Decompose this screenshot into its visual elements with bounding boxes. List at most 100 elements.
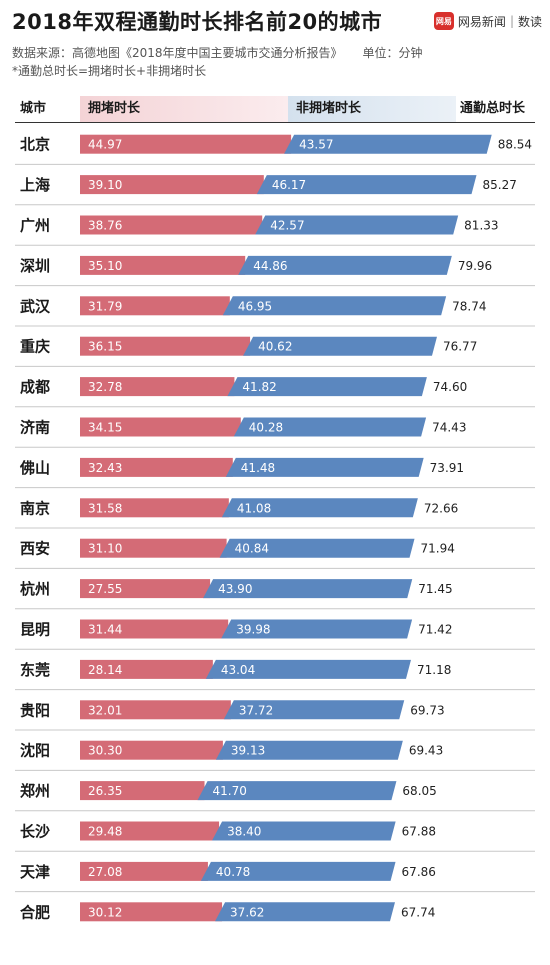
data-label-congested: 26.35 bbox=[88, 784, 122, 798]
data-label-free-flow: 37.72 bbox=[239, 703, 273, 717]
column-header-total: 通勤总时长 bbox=[460, 101, 526, 116]
bar-free-flow bbox=[200, 861, 396, 881]
data-label-total: 88.54 bbox=[498, 138, 532, 152]
header-rule bbox=[15, 122, 535, 123]
brand-sub: 数读 bbox=[517, 14, 542, 29]
data-label-congested: 31.44 bbox=[88, 623, 122, 637]
bar-free-flow bbox=[238, 255, 452, 275]
data-label-free-flow: 46.17 bbox=[272, 178, 306, 192]
bar-free-flow bbox=[227, 377, 427, 397]
bar-congested bbox=[80, 740, 223, 760]
source-text: 数据来源：高德地图《2018年度中国主要城市交通分析报告》 bbox=[12, 46, 343, 60]
category-label: 佛山 bbox=[19, 459, 50, 477]
data-label-free-flow: 37.62 bbox=[230, 905, 264, 919]
bar-congested bbox=[80, 821, 220, 841]
data-label-total: 72.66 bbox=[424, 501, 458, 515]
category-label: 武汉 bbox=[20, 297, 51, 315]
bar-free-flow bbox=[222, 296, 447, 316]
data-label-free-flow: 43.90 bbox=[218, 582, 252, 596]
bar-free-flow bbox=[284, 134, 492, 154]
data-label-congested: 35.10 bbox=[88, 259, 122, 273]
category-label: 北京 bbox=[20, 136, 50, 154]
category-label: 重庆 bbox=[20, 338, 50, 356]
data-label-free-flow: 43.57 bbox=[299, 138, 333, 152]
bar-free-flow bbox=[225, 457, 424, 477]
legend-free-flow: 非拥堵时长 bbox=[288, 96, 456, 122]
data-label-free-flow: 40.84 bbox=[235, 542, 269, 556]
data-label-congested: 27.08 bbox=[88, 865, 122, 879]
data-label-congested: 31.58 bbox=[88, 501, 122, 515]
category-label: 深圳 bbox=[20, 257, 50, 275]
bar-congested bbox=[80, 538, 227, 558]
bar-free-flow bbox=[255, 215, 459, 235]
bar-congested bbox=[80, 861, 208, 881]
data-label-total: 71.45 bbox=[418, 582, 452, 596]
data-label-free-flow: 46.95 bbox=[238, 299, 272, 313]
data-label-total: 71.18 bbox=[417, 663, 451, 677]
bar-free-flow bbox=[243, 336, 437, 356]
bar-free-flow bbox=[205, 659, 411, 679]
data-label-congested: 27.55 bbox=[88, 582, 122, 596]
data-label-congested: 31.79 bbox=[88, 299, 122, 313]
bar-free-flow bbox=[219, 538, 415, 558]
bar-congested bbox=[80, 175, 264, 195]
data-label-total: 76.77 bbox=[443, 340, 477, 354]
data-label-congested: 44.97 bbox=[88, 138, 122, 152]
data-label-congested: 39.10 bbox=[88, 178, 122, 192]
bar-free-flow bbox=[203, 579, 413, 599]
data-label-free-flow: 44.86 bbox=[253, 259, 287, 273]
data-label-total: 81.33 bbox=[464, 219, 498, 233]
data-label-total: 78.74 bbox=[452, 299, 486, 313]
chart-title: 2018年双程通勤时长排名前20的城市 bbox=[12, 10, 383, 34]
data-label-total: 74.43 bbox=[432, 421, 466, 435]
category-label: 南京 bbox=[20, 499, 50, 517]
data-label-free-flow: 42.57 bbox=[270, 219, 304, 233]
data-label-congested: 29.48 bbox=[88, 825, 122, 839]
bar-free-flow bbox=[212, 821, 396, 841]
data-label-free-flow: 40.62 bbox=[258, 340, 292, 354]
column-header-city: 城市 bbox=[20, 101, 47, 116]
data-label-free-flow: 38.40 bbox=[227, 825, 261, 839]
category-label: 昆明 bbox=[20, 621, 50, 639]
data-label-congested: 32.43 bbox=[88, 461, 122, 475]
category-label: 东莞 bbox=[20, 661, 50, 679]
data-label-total: 73.91 bbox=[430, 461, 464, 475]
data-label-total: 79.96 bbox=[458, 259, 492, 273]
data-label-free-flow: 43.04 bbox=[221, 663, 255, 677]
data-label-free-flow: 40.78 bbox=[216, 865, 250, 879]
bar-free-flow bbox=[197, 781, 397, 801]
data-label-free-flow: 41.82 bbox=[242, 380, 276, 394]
bar-congested bbox=[80, 700, 231, 720]
legend-congested: 拥堵时长 bbox=[80, 96, 288, 122]
category-label: 杭州 bbox=[20, 580, 50, 598]
brand-name: 网易新闻 bbox=[457, 14, 506, 29]
netease-logo-icon: 网易 bbox=[433, 12, 454, 30]
category-label: 广州 bbox=[20, 217, 50, 235]
category-label: 天津 bbox=[20, 863, 50, 881]
data-source: 数据来源：高德地图《2018年度中国主要城市交通分析报告》 单位：分钟 bbox=[12, 44, 423, 61]
category-label: 济南 bbox=[20, 419, 50, 437]
bar-congested bbox=[80, 619, 229, 639]
data-label-total: 67.86 bbox=[402, 865, 436, 879]
bar-congested bbox=[80, 336, 251, 356]
data-label-free-flow: 41.48 bbox=[241, 461, 275, 475]
data-label-total: 67.88 bbox=[402, 825, 436, 839]
data-label-total: 85.27 bbox=[483, 178, 517, 192]
data-label-congested: 38.76 bbox=[88, 219, 122, 233]
bar-congested bbox=[80, 902, 223, 922]
data-label-total: 69.73 bbox=[410, 703, 444, 717]
data-label-total: 69.43 bbox=[409, 744, 443, 758]
data-label-free-flow: 41.70 bbox=[213, 784, 247, 798]
data-label-free-flow: 41.08 bbox=[237, 501, 271, 515]
data-label-congested: 31.10 bbox=[88, 542, 122, 556]
bar-congested bbox=[80, 134, 292, 154]
bar-free-flow bbox=[223, 700, 405, 720]
data-label-total: 71.94 bbox=[421, 542, 455, 556]
bar-free-flow bbox=[233, 417, 427, 437]
data-label-congested: 30.30 bbox=[88, 744, 122, 758]
bar-congested bbox=[80, 579, 211, 599]
data-label-free-flow: 39.98 bbox=[236, 623, 270, 637]
bar-free-flow bbox=[256, 175, 477, 195]
bar-congested bbox=[80, 255, 246, 275]
